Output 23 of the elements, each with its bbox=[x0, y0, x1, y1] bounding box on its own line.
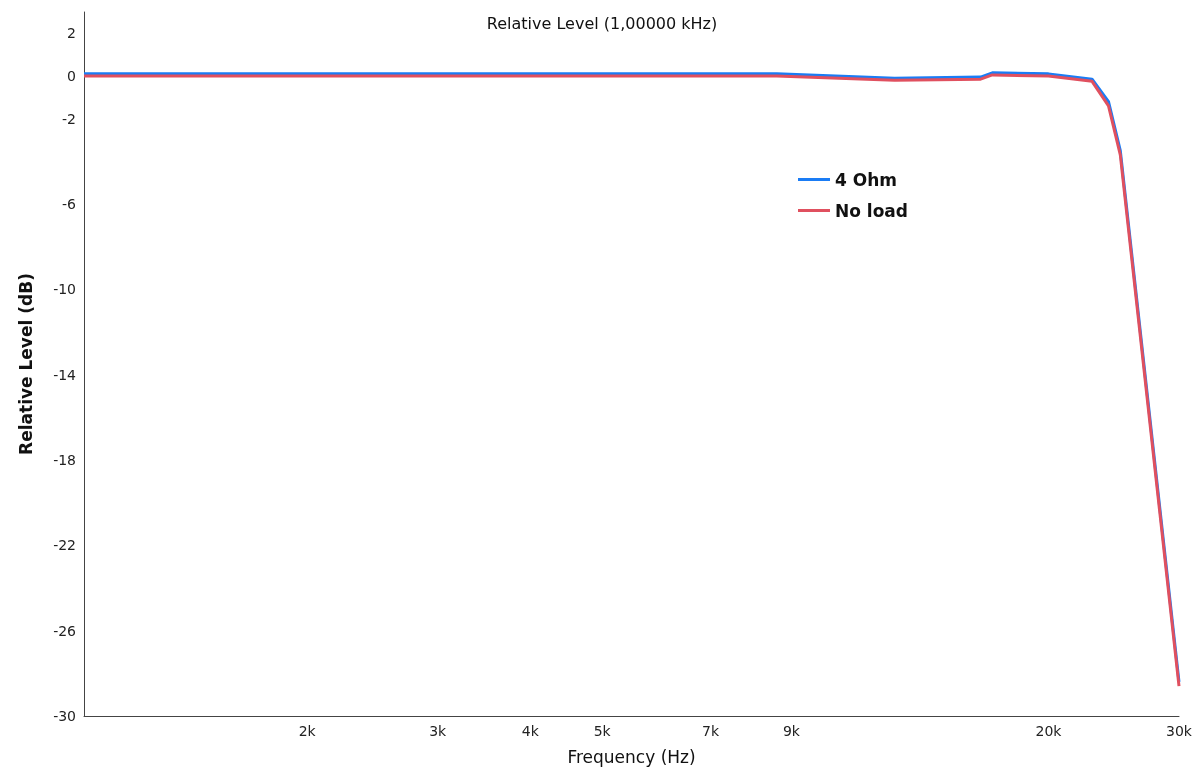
y-tick-label: -6 bbox=[62, 196, 77, 212]
x-tick-label: 3k bbox=[429, 723, 448, 739]
y-tick-label: -14 bbox=[53, 366, 77, 383]
y-tick-label: -18 bbox=[53, 452, 76, 468]
chart-title: Relative Level (1,00000 kHz) bbox=[486, 13, 718, 33]
x-tick-label: 30k bbox=[1166, 723, 1193, 739]
y-tick-label: -10 bbox=[53, 281, 76, 298]
y-tick-label: 2 bbox=[67, 25, 76, 42]
x-tick-label: 2k bbox=[298, 723, 317, 739]
x-tick-label: 20k bbox=[1035, 723, 1063, 739]
x-tick-label: 9k bbox=[782, 723, 801, 739]
x-tick-label: 7k bbox=[701, 723, 720, 739]
x-tick-label: 5k bbox=[593, 723, 612, 739]
x-axis-title: Frequency (Hz) bbox=[567, 746, 696, 767]
y-tick-label: -22 bbox=[53, 537, 76, 554]
legend-label: No load bbox=[835, 200, 908, 221]
y-tick-label: -26 bbox=[53, 622, 77, 639]
x-tick-label: 4k bbox=[521, 723, 540, 739]
legend-label: 4 Ohm bbox=[835, 169, 898, 190]
y-axis-title: Relative Level (dB) bbox=[15, 273, 36, 455]
y-tick-label: -2 bbox=[62, 110, 76, 127]
y-tick-label: -30 bbox=[53, 708, 76, 724]
y-tick-label: 0 bbox=[67, 68, 76, 84]
